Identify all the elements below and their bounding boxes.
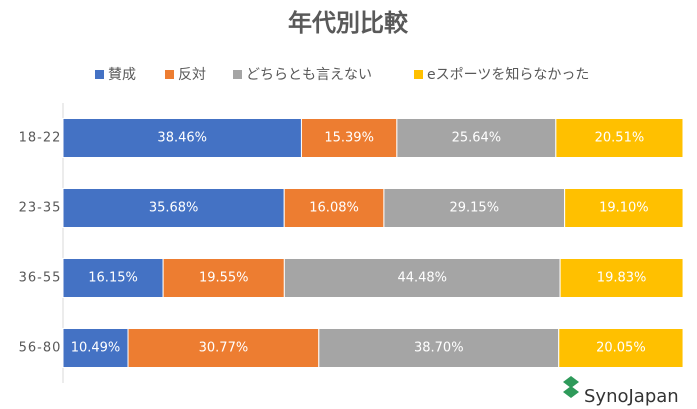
data-label: 10.49% [71, 341, 121, 356]
y-tick-label: 23-35 [19, 201, 62, 216]
legend-label: 反対 [178, 67, 206, 83]
legend-label: 賛成 [108, 67, 136, 83]
chart-title: 年代別比較 [288, 9, 409, 37]
data-label: 19.83% [597, 271, 647, 286]
data-label: 30.77% [199, 341, 249, 356]
legend-swatch [95, 70, 104, 79]
bar-segment [555, 118, 684, 158]
legend-swatch [414, 70, 423, 79]
data-label: 38.70% [414, 341, 464, 356]
watermark: SynoJapan [584, 386, 679, 407]
bar-segment [62, 118, 302, 158]
y-tick-label: 18-22 [19, 131, 62, 146]
y-tick-label: 36-55 [19, 271, 62, 286]
bar-segment [558, 328, 684, 368]
bar-segment [559, 258, 684, 298]
data-label: 20.51% [595, 131, 645, 146]
data-label: 35.68% [149, 201, 199, 216]
bar-segment [300, 118, 398, 158]
legend-label: eスポーツを知らなかった [427, 66, 589, 83]
legend-label: どちらとも言えない [246, 67, 372, 83]
data-label: 29.15% [449, 201, 499, 216]
bar-segment [283, 258, 561, 298]
logo: SynoJapan [563, 376, 679, 407]
data-label: 44.48% [397, 271, 447, 286]
bar-segment [162, 258, 285, 298]
data-label: 15.39% [324, 131, 374, 146]
data-label: 20.05% [596, 341, 646, 356]
data-label: 16.08% [309, 201, 359, 216]
bar-segment [127, 328, 320, 368]
data-label: 16.15% [88, 271, 138, 286]
bar-segment [62, 328, 129, 368]
legend-swatch [165, 70, 174, 79]
bar-segment [62, 258, 164, 298]
bar-segment [62, 188, 285, 228]
bar-segment [383, 188, 566, 228]
bar-segment [318, 328, 560, 368]
bar-segment [396, 118, 557, 158]
data-label: 25.64% [452, 131, 502, 146]
bar-segment [564, 188, 684, 228]
legend-swatch [233, 70, 242, 79]
data-label: 38.46% [157, 131, 207, 146]
data-label: 19.10% [599, 201, 649, 216]
logo-icon [563, 376, 579, 398]
data-label: 19.55% [199, 271, 249, 286]
y-tick-label: 56-80 [19, 341, 62, 356]
